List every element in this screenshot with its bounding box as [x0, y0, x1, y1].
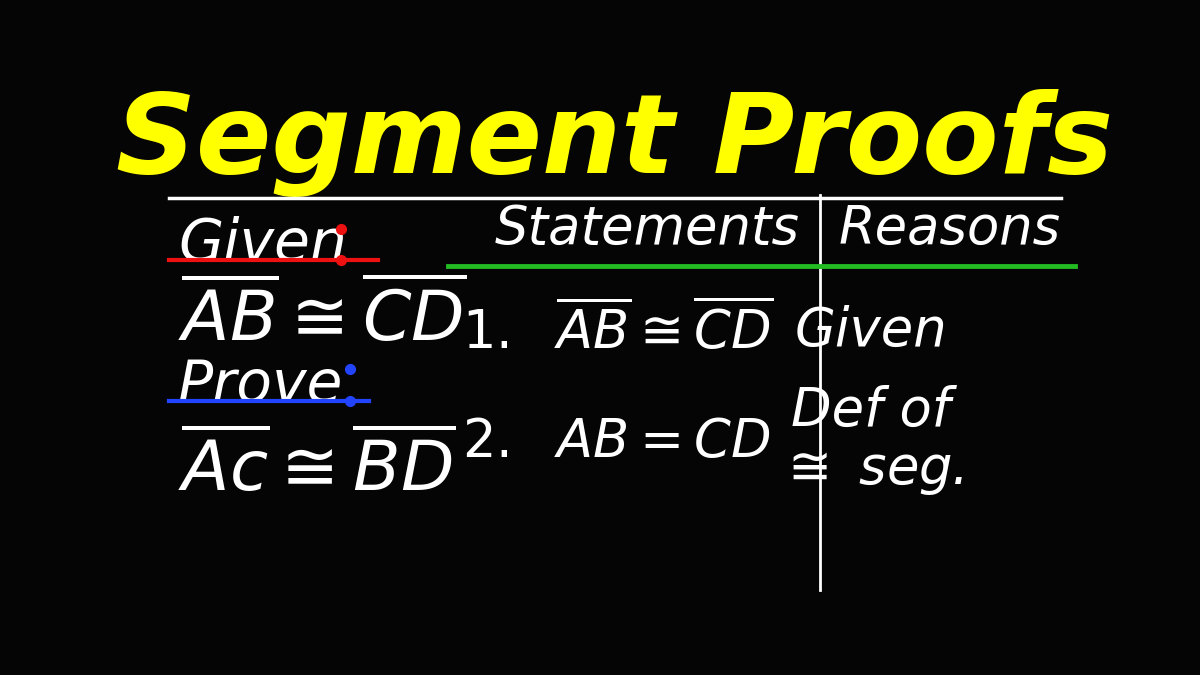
Text: $\overline{Ac} \cong \overline{BD}$: $\overline{Ac} \cong \overline{BD}$ — [178, 431, 456, 505]
Text: Reasons: Reasons — [839, 203, 1061, 255]
Text: Def of: Def of — [791, 385, 950, 437]
Text: Given: Given — [794, 304, 947, 356]
Text: Prove: Prove — [178, 356, 343, 414]
Text: Statements: Statements — [496, 203, 800, 255]
Text: Given: Given — [178, 216, 347, 273]
Text: $\overline{AB} \cong \overline{CD}$: $\overline{AB} \cong \overline{CD}$ — [178, 280, 466, 355]
Text: $2.\ \ AB = CD$: $2.\ \ AB = CD$ — [462, 416, 770, 468]
Text: Segment Proofs: Segment Proofs — [116, 89, 1114, 197]
Text: $1.\ \ \overline{AB} \cong \overline{CD}$: $1.\ \ \overline{AB} \cong \overline{CD}… — [462, 301, 773, 360]
Text: $\cong$ seg.: $\cong$ seg. — [778, 445, 964, 497]
